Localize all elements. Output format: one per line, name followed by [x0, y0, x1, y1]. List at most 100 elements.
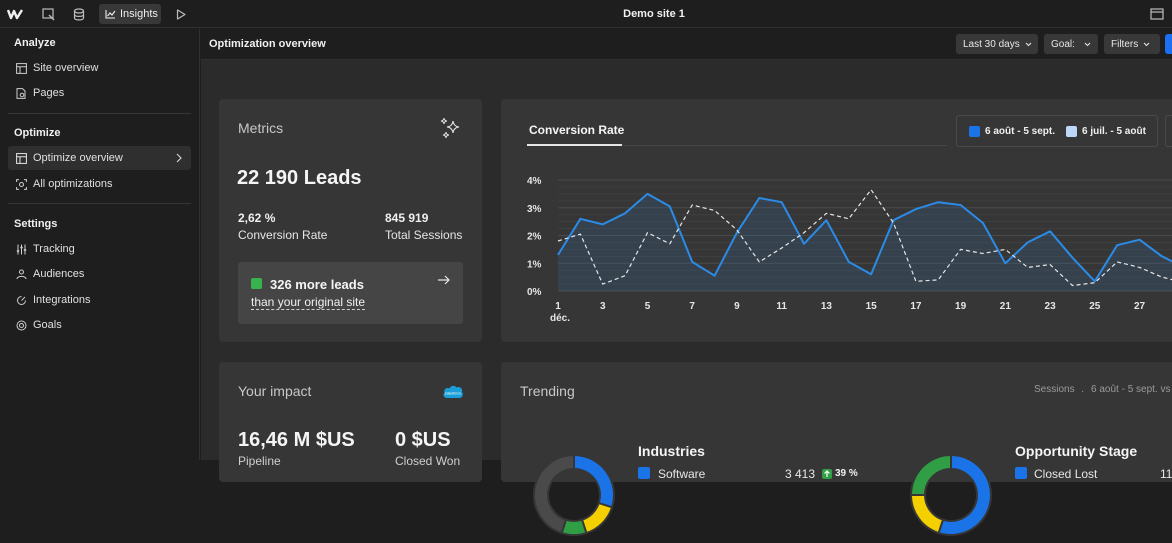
- legend-swatch-previous: [1066, 126, 1077, 137]
- legend-previous[interactable]: 6 juil. - 5 août: [1066, 126, 1146, 137]
- sidebar-item-label: Goals: [33, 319, 62, 331]
- trending-title: Trending: [520, 383, 575, 399]
- sidebar: Analyze Site overview Pages Optimize Opt…: [0, 29, 200, 460]
- x-tick-label: 17: [910, 301, 922, 312]
- x-tick-label: 21: [1000, 301, 1012, 312]
- layout-icon: [16, 62, 27, 74]
- database-icon[interactable]: [67, 4, 91, 24]
- x-tick-label: 11: [776, 301, 787, 312]
- designer-icon[interactable]: [36, 4, 60, 24]
- goal-icon: [16, 320, 27, 330]
- conversion-rate-value: 2,62 %: [238, 211, 276, 225]
- section-settings: Settings: [14, 218, 58, 230]
- trending-card: Trending Sessions 6 août - 5 sept. vs · …: [501, 362, 1172, 536]
- metrics-title: Metrics: [238, 120, 284, 136]
- chevron-right-icon: [176, 153, 182, 163]
- donut-slice: [909, 453, 952, 496]
- sidebar-item-tracking[interactable]: Tracking: [8, 237, 191, 261]
- pipeline-label: Pipeline: [238, 454, 281, 468]
- play-icon[interactable]: [169, 4, 193, 24]
- chart-line-icon: [105, 10, 116, 19]
- filters-button[interactable]: Filters: [1104, 34, 1160, 54]
- x-tick-label: 9: [734, 301, 740, 312]
- x-tick-label: 27: [1134, 301, 1146, 312]
- chart-options[interactable]: [1165, 115, 1172, 147]
- metrics-card: Metrics 22 190 Leads 2,62 % Conversion R…: [219, 99, 482, 342]
- arrow-up-icon: [822, 468, 832, 479]
- impact-title: Your impact: [238, 383, 312, 399]
- sidebar-item-integrations[interactable]: Integrations: [8, 288, 191, 312]
- tab-conversion-rate[interactable]: Conversion Rate: [529, 123, 625, 137]
- page-title: Optimization overview: [209, 38, 326, 50]
- insights-tab[interactable]: Insights: [99, 4, 161, 24]
- layout-icon: [16, 152, 27, 164]
- chevron-down-icon: [1143, 42, 1150, 46]
- sidebar-item-optimize-overview[interactable]: Optimize overview: [8, 146, 191, 170]
- series-area-0: [558, 193, 1172, 291]
- legend-swatch-current: [969, 126, 980, 137]
- pipeline-value: 16,46 M $US: [238, 429, 355, 451]
- x-tick-label: 19: [955, 301, 967, 312]
- tracking-icon: [16, 244, 27, 254]
- sidebar-item-label: Optimize overview: [33, 152, 123, 164]
- series-line-previous: [557, 189, 1172, 287]
- panel-icon[interactable]: [1149, 6, 1165, 22]
- y-tick-label: 3%: [527, 204, 542, 215]
- closed-lost-swatch: [1015, 467, 1027, 479]
- more-leads-banner[interactable]: 326 more leads than your original site: [238, 262, 463, 324]
- sparkles-icon[interactable]: [438, 116, 464, 142]
- main-content: Optimization overview Last 30 days Goal:…: [201, 29, 1172, 536]
- total-sessions-label: Total Sessions: [385, 228, 463, 242]
- software-change: 39 %: [835, 468, 858, 479]
- software-change-badge: 39 %: [822, 468, 858, 479]
- chevron-down-icon: [1084, 42, 1091, 46]
- sidebar-item-all-optimizations[interactable]: All optimizations: [8, 172, 191, 196]
- webflow-logo-icon[interactable]: [7, 8, 23, 20]
- software-swatch: [638, 467, 650, 479]
- audience-icon: [16, 269, 27, 279]
- x-tick-label: 5: [645, 301, 651, 312]
- x-tick-label: 1: [555, 301, 561, 312]
- conversion-card: Conversion Rate 6 août - 5 sept. 6 juil.…: [501, 99, 1172, 342]
- y-tick-label: 0%: [527, 287, 542, 298]
- goal-select[interactable]: Goal:: [1044, 34, 1098, 54]
- sidebar-item-label: Tracking: [33, 243, 75, 255]
- legend-current-label: 6 août - 5 sept.: [985, 126, 1056, 137]
- opportunity-title: Opportunity Stage: [1015, 443, 1138, 459]
- sidebar-item-site-overview[interactable]: Site overview: [8, 56, 191, 80]
- donut-slice: [573, 453, 615, 509]
- chevron-down-icon: [1025, 42, 1032, 46]
- filters-label: Filters: [1111, 38, 1139, 50]
- closed-lost-value: 11: [1160, 467, 1172, 481]
- sidebar-item-label: Audiences: [33, 268, 85, 280]
- x-tick-sublabel: déc.: [550, 313, 570, 324]
- donut-slice: [580, 501, 614, 535]
- sidebar-item-goals[interactable]: Goals: [8, 313, 191, 337]
- arrow-up-badge-icon: [251, 278, 262, 289]
- sidebar-item-label: Pages: [33, 87, 65, 99]
- y-tick-label: 4%: [527, 176, 542, 187]
- sidebar-item-pages[interactable]: Pages: [8, 81, 191, 105]
- section-analyze: Analyze: [14, 37, 56, 49]
- site-title: Demo site 1: [623, 8, 685, 20]
- arrow-right-icon: [438, 275, 450, 285]
- x-tick-label: 15: [866, 301, 878, 312]
- date-range-select[interactable]: Last 30 days: [956, 34, 1038, 54]
- x-tick-label: 23: [1045, 301, 1057, 312]
- primary-action-button[interactable]: [1165, 34, 1172, 54]
- svg-text:salesforce: salesforce: [445, 392, 461, 396]
- divider: [8, 113, 191, 114]
- tab-underline: [527, 144, 622, 146]
- trending-metric[interactable]: Sessions: [1034, 384, 1075, 395]
- x-tick-label: 3: [600, 301, 606, 312]
- date-range-value: Last 30 days: [963, 38, 1020, 50]
- y-tick-label: 1%: [527, 259, 542, 270]
- insights-label: Insights: [120, 8, 158, 20]
- sidebar-item-audiences[interactable]: Audiences: [8, 262, 191, 286]
- more-leads-subtitle: than your original site: [251, 295, 366, 310]
- legend-current[interactable]: 6 août - 5 sept.: [969, 126, 1055, 137]
- software-value: 3 413: [785, 467, 816, 481]
- x-tick-label: 7: [689, 301, 695, 312]
- impact-card: Your impact salesforce 16,46 M $US Pipel…: [219, 362, 482, 482]
- section-optimize: Optimize: [14, 127, 61, 139]
